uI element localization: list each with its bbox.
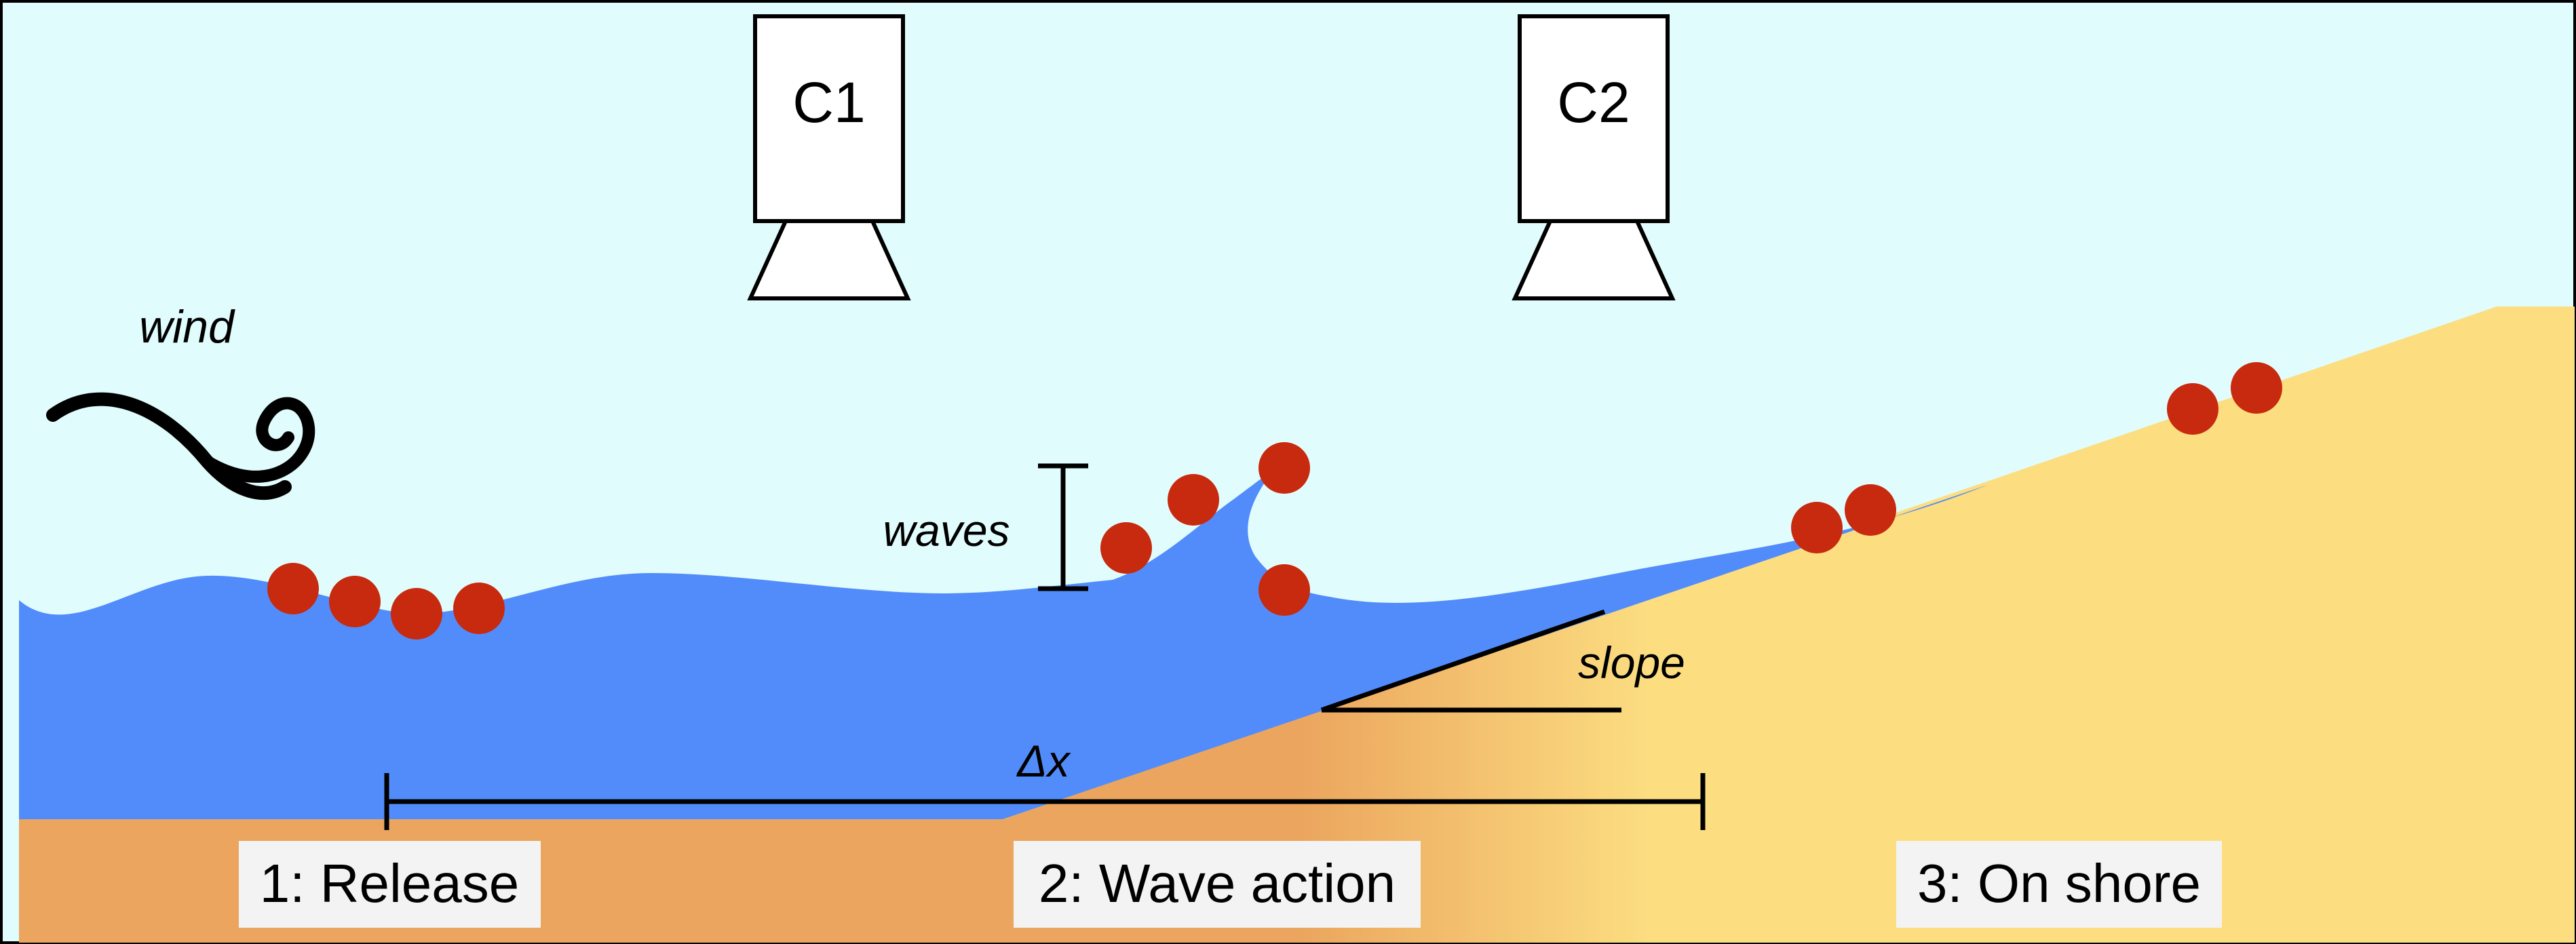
particle xyxy=(453,583,505,634)
particle xyxy=(267,563,319,614)
delta-x-marker xyxy=(384,773,1706,830)
particle xyxy=(1258,564,1310,616)
particle xyxy=(2231,362,2282,414)
stage-1-label: 1: Release xyxy=(260,853,519,913)
waves-label: waves xyxy=(883,505,1010,555)
camera-c2-label: C2 xyxy=(1557,71,1630,134)
waves-height-marker xyxy=(1038,463,1088,591)
particle xyxy=(1258,442,1310,494)
stage-3-badge: 3: On shore xyxy=(1896,841,2222,928)
camera-c1: C1 xyxy=(747,14,911,300)
particle xyxy=(1791,502,1843,553)
wind-swirl-icon xyxy=(46,392,315,500)
delta-x-label: Δx xyxy=(1016,736,1071,786)
wind-label: wind xyxy=(139,301,235,353)
sand-beach xyxy=(19,307,2575,943)
particle xyxy=(1168,474,1219,526)
stage-2-label: 2: Wave action xyxy=(1039,853,1396,913)
stage-2-badge: 2: Wave action xyxy=(1014,841,1421,928)
stage-3-label: 3: On shore xyxy=(1917,853,2201,913)
particle xyxy=(329,576,381,627)
particle xyxy=(391,588,442,640)
particle xyxy=(1100,522,1152,574)
camera-c2: C2 xyxy=(1512,14,1676,300)
water-body xyxy=(19,468,1988,819)
slope-indicator xyxy=(1320,609,1621,713)
particle xyxy=(2167,383,2218,435)
stage-1-badge: 1: Release xyxy=(239,841,541,928)
slope-label: slope xyxy=(1578,637,1685,688)
particle xyxy=(1845,484,1896,536)
particles xyxy=(267,362,2282,640)
camera-c1-label: C1 xyxy=(792,71,865,134)
